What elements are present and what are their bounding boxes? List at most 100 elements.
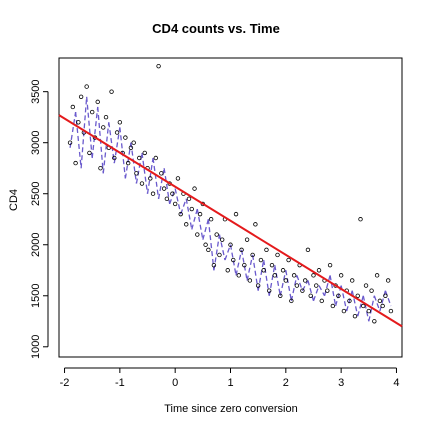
data-point [380, 303, 385, 309]
subject-line-segment [240, 249, 248, 281]
data-point [203, 242, 208, 247]
data-point [330, 303, 336, 309]
chart-title: CD4 counts vs. Time [152, 21, 280, 36]
subject-line-segment [124, 142, 132, 179]
subject-line-segment [274, 265, 281, 296]
data-point [117, 120, 123, 125]
subject-line-segment [329, 275, 337, 307]
subject-line-segment [213, 234, 221, 271]
subject-line-segment [196, 208, 204, 240]
subject-line-segment [257, 259, 265, 291]
data-point [139, 181, 145, 186]
data-point [134, 171, 139, 176]
subject-line-segment [108, 122, 115, 164]
data-point [341, 308, 347, 314]
data-point [385, 278, 391, 283]
data-point [358, 217, 363, 222]
data-point [286, 257, 291, 263]
subject-line-segment [119, 127, 127, 179]
subject-line-segment [86, 96, 93, 159]
subject-line-segment [290, 275, 298, 302]
data-point [269, 262, 275, 268]
subject-line-segment [146, 157, 154, 194]
data-point [272, 273, 277, 278]
data-point [350, 278, 355, 283]
subject-line-segment [263, 259, 270, 296]
data-point [319, 298, 324, 304]
data-point [164, 196, 170, 202]
data-point [369, 288, 374, 293]
data-point [275, 252, 280, 258]
data-point [242, 262, 247, 268]
subject-line-segment [357, 295, 364, 317]
data-point [103, 114, 109, 120]
data-point [159, 171, 164, 176]
data-point [325, 288, 330, 293]
subject-line-segment [169, 188, 176, 205]
data-point [67, 140, 73, 145]
data-point [305, 247, 311, 253]
data-point [264, 247, 269, 253]
subject-line-segment [207, 219, 215, 271]
subject-line-segment [246, 254, 254, 281]
data-point [195, 232, 200, 237]
data-point [280, 268, 286, 273]
data-point [156, 63, 161, 69]
subject-line-segment [279, 270, 287, 296]
y-tick-label: 1000 [30, 335, 42, 359]
data-point [278, 293, 283, 298]
data-point [228, 242, 233, 247]
data-point [95, 99, 100, 105]
data-point [255, 283, 261, 288]
data-point [150, 191, 156, 196]
subject-line-segment [163, 168, 171, 205]
data-point [161, 186, 167, 191]
fit-line [58, 114, 403, 328]
data-point [197, 211, 203, 217]
subject-line-segment [235, 249, 243, 276]
data-point [352, 313, 358, 319]
data-point [388, 308, 394, 314]
y-tick-label: 3500 [30, 79, 42, 103]
data-point [170, 191, 175, 196]
subject-line-segment [113, 127, 121, 164]
data-point [239, 247, 244, 253]
data-point [247, 278, 253, 283]
data-point [175, 176, 181, 181]
x-tick-label: 4 [393, 377, 399, 389]
y-tick-label: 1500 [30, 284, 42, 308]
data-point [214, 232, 219, 237]
data-point [192, 186, 197, 191]
subject-line-segment [80, 96, 88, 169]
data-point [383, 293, 388, 298]
data-point [125, 160, 131, 166]
subject-line-segment [362, 295, 370, 322]
subject-line-segment [174, 188, 182, 215]
plot-frame [58, 57, 403, 358]
subject-line-segment [368, 295, 375, 322]
data-point [258, 257, 264, 263]
data-point [338, 273, 344, 278]
data-point [336, 293, 341, 298]
data-point [89, 109, 95, 115]
subject-line-segment [102, 122, 110, 174]
data-point [316, 268, 322, 273]
data-point [137, 155, 142, 161]
subject-line-segment [185, 198, 193, 230]
subject-line-segment [268, 265, 276, 296]
data-point [267, 288, 272, 293]
data-point [311, 273, 316, 278]
data-point [217, 252, 222, 258]
data-point [231, 257, 236, 263]
data-point [186, 196, 192, 202]
data-point [98, 166, 103, 171]
x-tick-label: 1 [227, 377, 233, 389]
data-point [153, 155, 159, 161]
subject-line-segment [307, 280, 315, 302]
subject-line-segment [384, 290, 392, 307]
data-point [300, 288, 305, 293]
y-tick-label: 2500 [30, 181, 42, 205]
data-point [363, 283, 369, 288]
data-point [355, 293, 360, 298]
